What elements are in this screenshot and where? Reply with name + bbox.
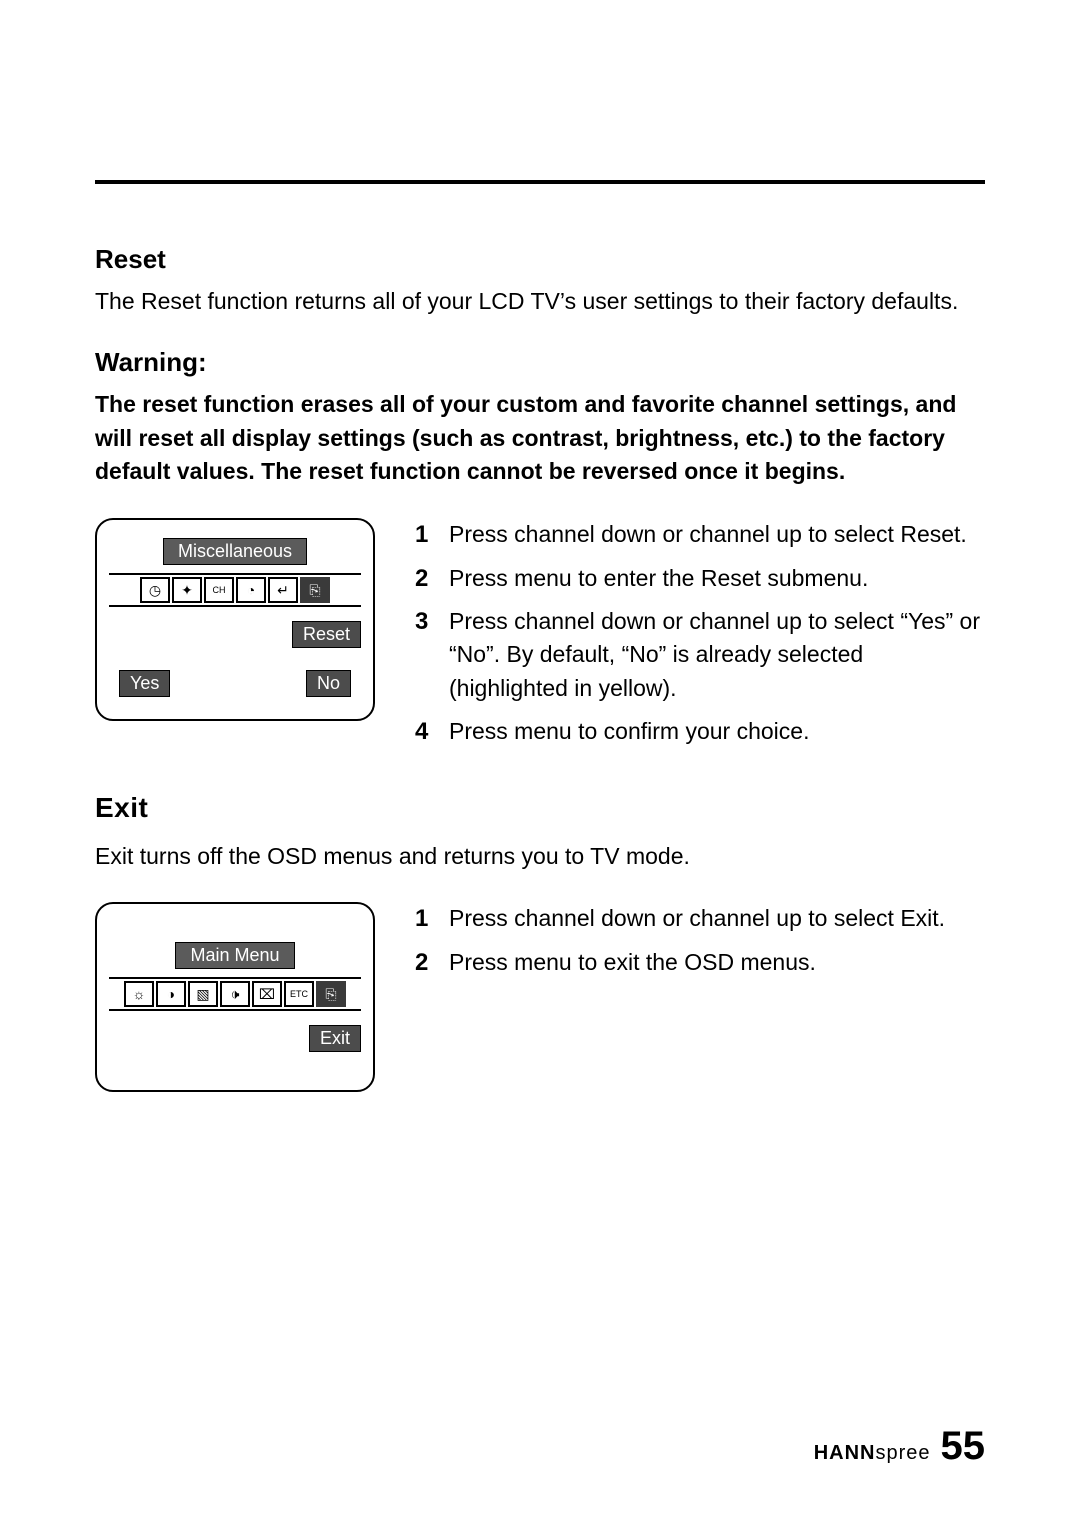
exit-icon: ⎘: [300, 577, 330, 603]
picture-icon: ▧: [188, 981, 218, 1007]
osd-button-row: Reset: [109, 621, 361, 648]
exit-icon: ⎘: [316, 981, 346, 1007]
footer: HANNspree 55: [814, 1424, 985, 1469]
warning-body: The reset function erases all of your cu…: [95, 388, 985, 488]
page-number: 55: [941, 1424, 986, 1469]
exit-button[interactable]: Exit: [309, 1025, 361, 1052]
globe-icon: ◷: [140, 577, 170, 603]
reset-steps: Press channel down or channel up to sele…: [415, 518, 985, 758]
osd-button-row: Exit: [109, 1025, 361, 1052]
step: Press channel down or channel up to sele…: [415, 518, 985, 551]
osd-icon-row: ◷ ✦ CH ◔ ↵ ⎘: [109, 573, 361, 607]
reset-row: Miscellaneous ◷ ✦ CH ◔ ↵ ⎘ Reset Yes No …: [95, 518, 985, 758]
brand-logo: HANNspree: [814, 1442, 931, 1465]
reset-heading: Reset: [95, 244, 985, 275]
clock-icon: ◔: [236, 577, 266, 603]
ch-icon: CH: [204, 577, 234, 603]
osd-icon-row: ☼ ◑ ▧ 🕩 ⌧ ETC ⎘: [109, 977, 361, 1011]
step: Press menu to enter the Reset submenu.: [415, 562, 985, 595]
reset-button[interactable]: Reset: [292, 621, 361, 648]
exit-intro: Exit turns off the OSD menus and returns…: [95, 840, 985, 872]
no-button[interactable]: No: [306, 670, 351, 697]
tv-icon: ⌧: [252, 981, 282, 1007]
sound-icon: 🕩: [220, 981, 250, 1007]
step: Press channel down or channel up to sele…: [415, 605, 985, 705]
osd-miscellaneous: Miscellaneous ◷ ✦ CH ◔ ↵ ⎘ Reset Yes No: [95, 518, 375, 721]
exit-steps: Press channel down or channel up to sele…: [415, 902, 945, 989]
exit-heading: Exit: [95, 792, 985, 824]
osd-mainmenu: Main Menu ☼ ◑ ▧ 🕩 ⌧ ETC ⎘ Exit: [95, 902, 375, 1092]
osd-title: Miscellaneous: [163, 538, 307, 565]
step: Press channel down or channel up to sele…: [415, 902, 945, 935]
step: Press menu to confirm your choice.: [415, 715, 985, 748]
etc-icon: ETC: [284, 981, 314, 1007]
warning-heading: Warning:: [95, 347, 985, 378]
contrast-icon: ◑: [156, 981, 186, 1007]
spacer: [109, 922, 361, 942]
exit-row: Main Menu ☼ ◑ ▧ 🕩 ⌧ ETC ⎘ Exit Press cha…: [95, 902, 985, 1092]
yes-button[interactable]: Yes: [119, 670, 170, 697]
step: Press menu to exit the OSD menus.: [415, 946, 945, 979]
sun-icon: ☼: [124, 981, 154, 1007]
osd-title: Main Menu: [175, 942, 294, 969]
yes-no-row: Yes No: [109, 670, 361, 697]
page: Reset The Reset function returns all of …: [0, 0, 1080, 1529]
reset-intro: The Reset function returns all of your L…: [95, 285, 985, 317]
horizontal-rule: [95, 180, 985, 184]
return-icon: ↵: [268, 577, 298, 603]
star-icon: ✦: [172, 577, 202, 603]
